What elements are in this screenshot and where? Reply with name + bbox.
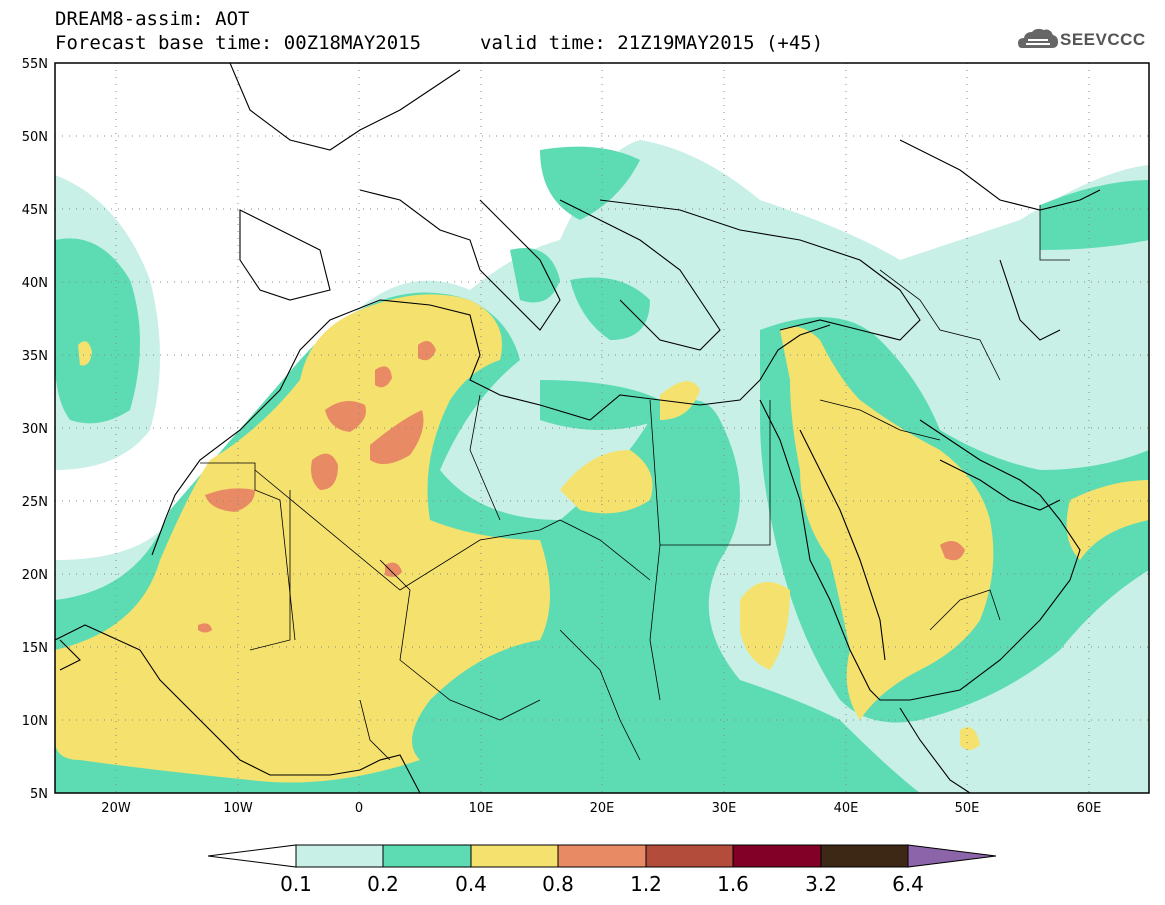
- grid: [55, 63, 1149, 793]
- logo-text: SEEVCCC: [1060, 30, 1146, 49]
- lon-label: 0: [355, 801, 363, 816]
- lon-label: 20E: [590, 801, 615, 816]
- lon-label: 10W: [223, 801, 253, 816]
- lat-label: 45N: [22, 203, 48, 218]
- lon-label: 20W: [101, 801, 131, 816]
- aot-level-0.8: [198, 341, 965, 633]
- lon-label: 30E: [712, 801, 737, 816]
- colorbar-swatch: [557, 844, 647, 868]
- colorbar-swatch: [207, 844, 297, 868]
- colorbar-label: 1.2: [630, 872, 662, 896]
- aot-field: [55, 140, 1149, 793]
- forecast-base-time: Forecast base time: 00Z18MAY2015: [55, 32, 422, 54]
- colorbar-swatch: [382, 844, 472, 868]
- colorbar-swatch: [645, 844, 734, 868]
- aot-level-0.4: [55, 294, 1149, 783]
- lon-label: 10E: [469, 801, 494, 816]
- colorbar-swatch: [907, 844, 997, 868]
- lat-label: 35N: [22, 349, 48, 364]
- lat-labels: 55N 50N 45N 40N 35N 30N 25N 20N 15N 10N …: [22, 57, 48, 802]
- lon-label: 40E: [834, 801, 859, 816]
- colorbar-swatch: [295, 844, 384, 868]
- lat-label: 30N: [22, 422, 48, 437]
- lat-label: 5N: [30, 787, 48, 802]
- lon-label: 60E: [1077, 801, 1102, 816]
- colorbar-label: 0.4: [455, 872, 487, 896]
- map-title: DREAM8-assim: AOT: [55, 8, 250, 30]
- colorbar: [207, 844, 997, 868]
- colorbar-label: 0.8: [542, 872, 574, 896]
- lon-label: 50E: [955, 801, 980, 816]
- lat-label: 10N: [22, 714, 48, 729]
- colorbar-label: 6.4: [892, 872, 924, 896]
- lat-label: 15N: [22, 641, 48, 656]
- colorbar-label: 0.1: [280, 872, 312, 896]
- colorbar-label: 3.2: [805, 872, 837, 896]
- lat-label: 40N: [22, 276, 48, 291]
- lat-label: 55N: [22, 57, 48, 72]
- colorbar-swatch: [820, 844, 909, 868]
- country-borders: [200, 205, 1070, 761]
- colorbar-labels: 0.1 0.2 0.4 0.8 1.2 1.6 3.2 6.4: [280, 872, 924, 896]
- lat-label: 20N: [22, 568, 48, 583]
- colorbar-swatch: [470, 844, 559, 868]
- lat-label: 50N: [22, 130, 48, 145]
- colorbar-label: 0.2: [367, 872, 399, 896]
- colorbar-swatch: [732, 844, 822, 868]
- valid-time: valid time: 21Z19MAY2015 (+45): [480, 32, 824, 54]
- lon-labels: 20W 10W 0 10E 20E 30E 40E 50E 60E: [101, 801, 1101, 816]
- plot-frame: [54, 62, 1150, 794]
- colorbar-label: 1.6: [717, 872, 749, 896]
- cloud-icon: [1018, 28, 1058, 48]
- lat-label: 25N: [22, 495, 48, 510]
- coastlines: [55, 63, 1101, 793]
